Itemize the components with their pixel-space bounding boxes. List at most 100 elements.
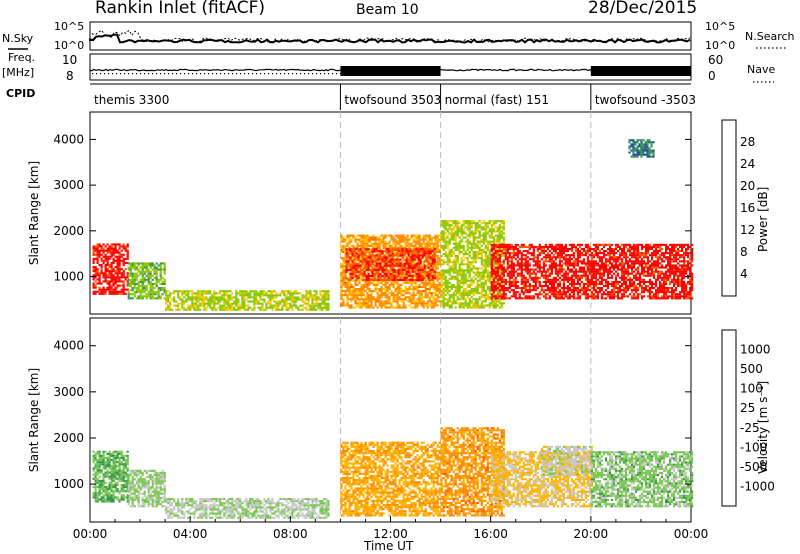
scatter-cell [110,288,113,291]
scatter-cell [432,306,435,309]
scatter-cell [104,253,107,256]
scatter-cell [357,248,360,251]
scatter-cell [352,296,355,299]
scatter-cell [540,245,543,248]
scatter-cell [480,290,483,293]
scatter-cell [143,266,146,269]
scatter-cell [466,257,469,260]
scatter-cell [460,263,463,266]
scatter-cell [528,282,531,285]
scatter-cell [416,246,419,249]
scatter-cell [578,297,581,300]
scatter-cell [460,228,463,231]
scatter-cell [446,292,449,295]
scatter-cell [155,291,158,294]
scatter-cell [167,298,170,301]
scatter-cell [506,250,509,253]
scatter-cell [402,246,405,249]
scatter-cell [504,293,507,296]
scatter-cell [424,281,427,284]
scatter-cell [428,242,431,245]
scatter-cell [426,281,429,284]
scatter-cell [389,277,392,280]
scatter-cell [510,243,513,246]
scatter-cell [410,283,413,286]
scatter-cell [149,289,152,292]
scatter-cell [96,274,99,277]
scatter-cell [466,271,469,274]
scatter-cell [149,282,152,285]
scatter-cell [564,258,567,261]
scatter-cell [391,268,394,271]
scatter-cell [500,306,503,309]
scatter-cell [520,287,523,290]
scatter-cell [472,238,475,241]
scatter-cell [139,278,142,281]
scatter-cell [98,290,101,293]
scatter-cell [372,236,375,239]
scatter-cell [444,226,447,229]
scatter-cell [187,294,190,297]
scatter-cell [427,254,430,257]
scatter-cell [448,240,451,243]
scatter-cell [540,274,543,277]
scatter-cell [163,289,166,292]
scatter-cell [492,298,495,301]
scatter-cell [221,290,224,293]
scatter-cell [558,289,561,292]
scatter-cell [323,306,326,309]
scatter-cell [482,234,485,237]
scatter-cell [488,292,491,295]
scatter-cell [96,249,99,252]
scatter-cell [448,269,451,272]
scatter-cell [372,283,375,286]
scatter-cell [307,302,310,305]
scatter-cell [255,290,258,293]
scatter-cell [474,285,477,288]
scatter-cell [291,304,294,307]
scatter-cell [432,281,435,284]
scatter-cell [586,248,589,251]
scatter-cell [574,276,577,279]
scatter-cell [476,267,479,270]
scatter-cell [490,248,493,251]
scatter-cell [472,257,475,260]
scatter-cell [548,295,551,298]
scatter-cell [362,283,365,286]
scatter-cell [141,276,144,279]
scatter-cell [550,293,553,296]
scatter-cell [390,306,393,309]
scatter-cell [378,261,381,264]
scatter-cell [405,277,408,280]
scatter-cell [464,294,467,297]
scatter-cell [122,253,125,256]
scatter-cell [363,260,366,263]
scatter-cell [429,270,432,273]
scatter-cell [524,278,527,281]
scatter-cell [474,277,477,280]
scatter-cell [108,245,111,248]
scatter-cell [494,260,497,263]
scatter-cell [536,295,539,298]
scatter-cell [368,296,371,299]
scatter-cell [564,272,567,275]
scatter-cell [127,278,130,281]
scatter-cell [391,254,394,257]
scatter-cell [420,242,423,245]
scatter-cell [436,283,439,286]
scatter-cell [243,304,246,307]
scatter-cell [518,250,521,253]
cpid-segment-label: themis 3300 [94,93,169,107]
scatter-cell [423,252,426,255]
scatter-cell [444,242,447,245]
scatter-cell [516,262,519,265]
scatter-cell [422,281,425,284]
scatter-cell [421,274,424,277]
scatter-cell [350,283,353,286]
scatter-cell [143,280,146,283]
scatter-cell [416,300,419,303]
scatter-cell [366,242,369,245]
scatter-cell [317,296,320,299]
scatter-cell [516,254,519,257]
